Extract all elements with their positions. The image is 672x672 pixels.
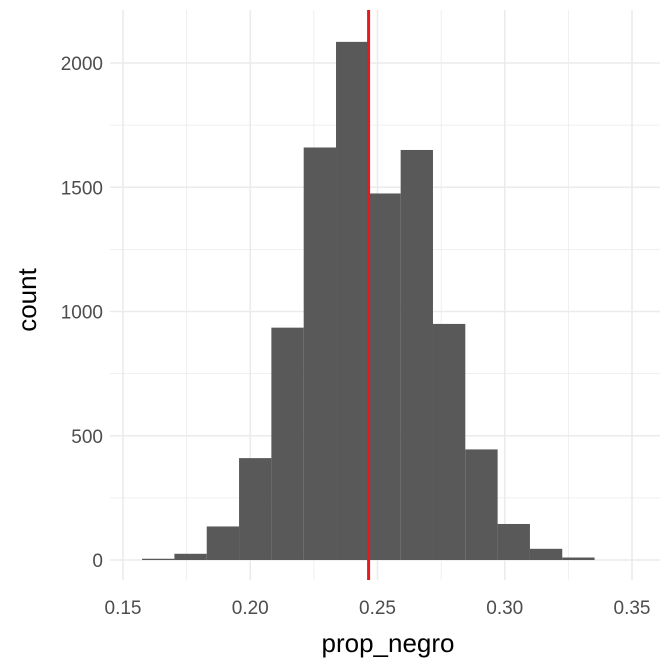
- x-tick-label: 0.15: [105, 598, 142, 619]
- histogram-bars: [142, 41, 595, 561]
- histogram-bar-4: [239, 458, 272, 560]
- y-tick-label: 0: [92, 551, 103, 572]
- histogram-bar-6: [303, 147, 337, 561]
- histogram-bar-2: [174, 553, 207, 560]
- histogram-bar-13: [529, 548, 563, 560]
- histogram-bar-8: [368, 193, 401, 560]
- histogram-bar-3: [206, 526, 240, 560]
- histogram-bar-9: [400, 149, 433, 560]
- histogram-bar-1: [142, 558, 175, 560]
- x-axis-title: prop_negro: [322, 628, 455, 658]
- histogram-bar-11: [465, 449, 498, 560]
- x-axis-ticks: 0.15 0.20 0.25 0.30 0.35: [105, 598, 651, 619]
- y-axis-ticks: 0 500 1000 1500 2000: [61, 54, 103, 572]
- x-tick-label: 0.35: [614, 598, 651, 619]
- y-tick-label: 1000: [61, 303, 103, 324]
- y-axis-title: count: [12, 267, 42, 331]
- histogram-bar-14: [562, 557, 595, 560]
- x-tick-label: 0.20: [232, 598, 269, 619]
- histogram-bar-7: [336, 41, 369, 560]
- histogram-bar-12: [497, 523, 530, 560]
- y-tick-label: 2000: [61, 54, 103, 75]
- x-tick-label: 0.30: [486, 598, 523, 619]
- y-tick-label: 1500: [61, 178, 103, 199]
- histogram-bar-10: [432, 323, 466, 560]
- histogram-bar-5: [271, 327, 304, 560]
- x-tick-label: 0.25: [359, 598, 396, 619]
- y-tick-label: 500: [71, 427, 103, 448]
